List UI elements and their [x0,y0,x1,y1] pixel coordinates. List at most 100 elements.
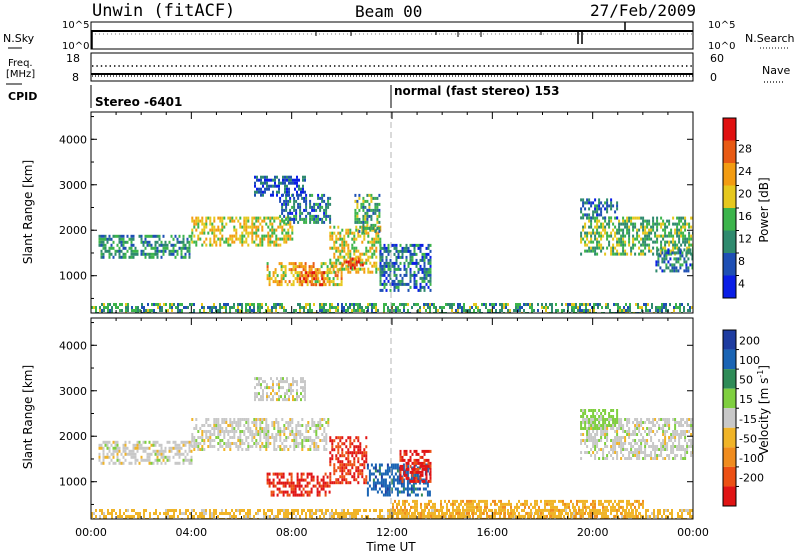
power-echo-cell [307,303,309,306]
power-echo-cell [267,234,270,238]
power-echo-cell [326,265,329,269]
velocity-echo-cell [478,514,480,518]
power-echo-cell [130,249,133,253]
velocity-echo-cell [215,509,217,512]
power-echo-cell [676,228,679,232]
velocity-echo-cell [291,439,294,442]
power-echo-cell [170,234,173,238]
power-echo-cell [642,240,645,244]
velocity-echo-cell [308,490,311,494]
power-echo-cell [289,237,292,241]
power-echo-cell [296,274,299,278]
velocity-echo-cell [288,389,290,393]
power-echo-cell [305,214,308,218]
velocity-echo-cell [502,517,504,519]
power-echo-region [299,271,326,287]
power-echo-cell [598,213,601,217]
power-echo-cell [292,181,294,185]
power-echo-cell [119,309,121,312]
velocity-echo-cell [213,427,216,430]
power-echo-cell [393,282,396,286]
velocity-echo-cell [454,517,456,519]
power-echo-cell [365,306,367,309]
power-echo-cell [580,252,583,256]
velocity-echo-cell [111,509,113,512]
power-echo-cell [102,243,105,247]
power-echo-cell [657,257,660,261]
velocity-echo-cell [191,418,194,421]
velocity-echo-cell [353,512,355,515]
velocity-echo-cell [270,392,272,396]
power-echo-cell [661,251,664,255]
power-echo-cell [285,196,288,200]
velocity-echo-cell [295,509,297,512]
velocity-echo-cell [319,515,321,518]
velocity-echo-cell [253,433,256,436]
velocity-echo-cell [132,449,135,453]
velocity-echo-cell [285,512,287,515]
power-echo-cell [372,196,375,200]
velocity-echo-cell [324,481,327,485]
power-echo-cell [311,309,313,312]
velocity-echo-cell [647,509,649,512]
velocity-echo-cell [404,502,406,506]
power-echo-cell [281,303,283,306]
power-echo-cell [678,240,681,244]
power-echo-cell [247,225,250,229]
velocity-echo-cell [132,452,135,456]
power-echo-cell [363,234,366,238]
power-echo-cell [102,252,105,256]
velocity-echo-cell [299,442,302,445]
power-echo-cell [257,216,260,220]
velocity-echo-cell [285,445,288,448]
velocity-echo-cell [515,515,517,518]
power-echo-cell [609,309,611,312]
velocity-echo-cell [462,505,464,509]
power-echo-cell [161,309,163,312]
power-echo-cell [409,243,412,247]
power-echo-cell [308,265,311,269]
power-echo-cell [351,257,354,261]
power-echo-cell [184,255,187,259]
power-echo-cell [201,222,204,226]
power-echo-cell [371,228,374,232]
power-echo-cell [660,243,663,247]
power-echo-cell [323,211,326,215]
velocity-echo-cell [347,509,349,512]
power-echo-cell [274,175,276,179]
power-echo-cell [423,264,426,268]
velocity-echo-cell [544,505,546,509]
velocity-echo-cell [323,427,326,430]
power-echo-cell [283,202,286,206]
power-echo-cell [293,217,296,221]
power-echo-cell [294,181,296,185]
velocity-echo-cell [524,499,526,503]
velocity-echo-cell [442,514,444,518]
power-echo-cell [221,306,223,309]
power-echo-cell [213,225,216,229]
power-echo-cell [345,309,347,312]
power-echo-cell [622,234,625,238]
velocity-echo-cell [235,442,238,445]
power-echo-cell [209,243,212,247]
velocity-echo-cell [201,515,203,518]
freq-label-1: Freq. [8,58,33,69]
velocity-echo-cell [396,502,398,506]
velocity-echo-cell [122,446,125,450]
velocity-echo-cell [614,505,616,509]
power-echo-cell [378,214,381,218]
power-echo-cell [169,306,171,309]
velocity-echo-cell [273,442,276,445]
power-echo-cell [281,205,284,209]
velocity-echo-cell [292,389,294,393]
velocity-echo-cell [266,478,269,482]
velocity-echo-cell [562,499,564,503]
velocity-echo-cell [142,458,145,462]
velocity-echo-cell [554,511,556,515]
power-echo-cell [333,261,336,265]
power-echo-cell [245,222,248,226]
power-echo-cell [122,252,125,256]
power-echo-cell [594,252,597,256]
velocity-echo-cell [139,515,141,518]
velocity-echo-cell [343,469,346,473]
